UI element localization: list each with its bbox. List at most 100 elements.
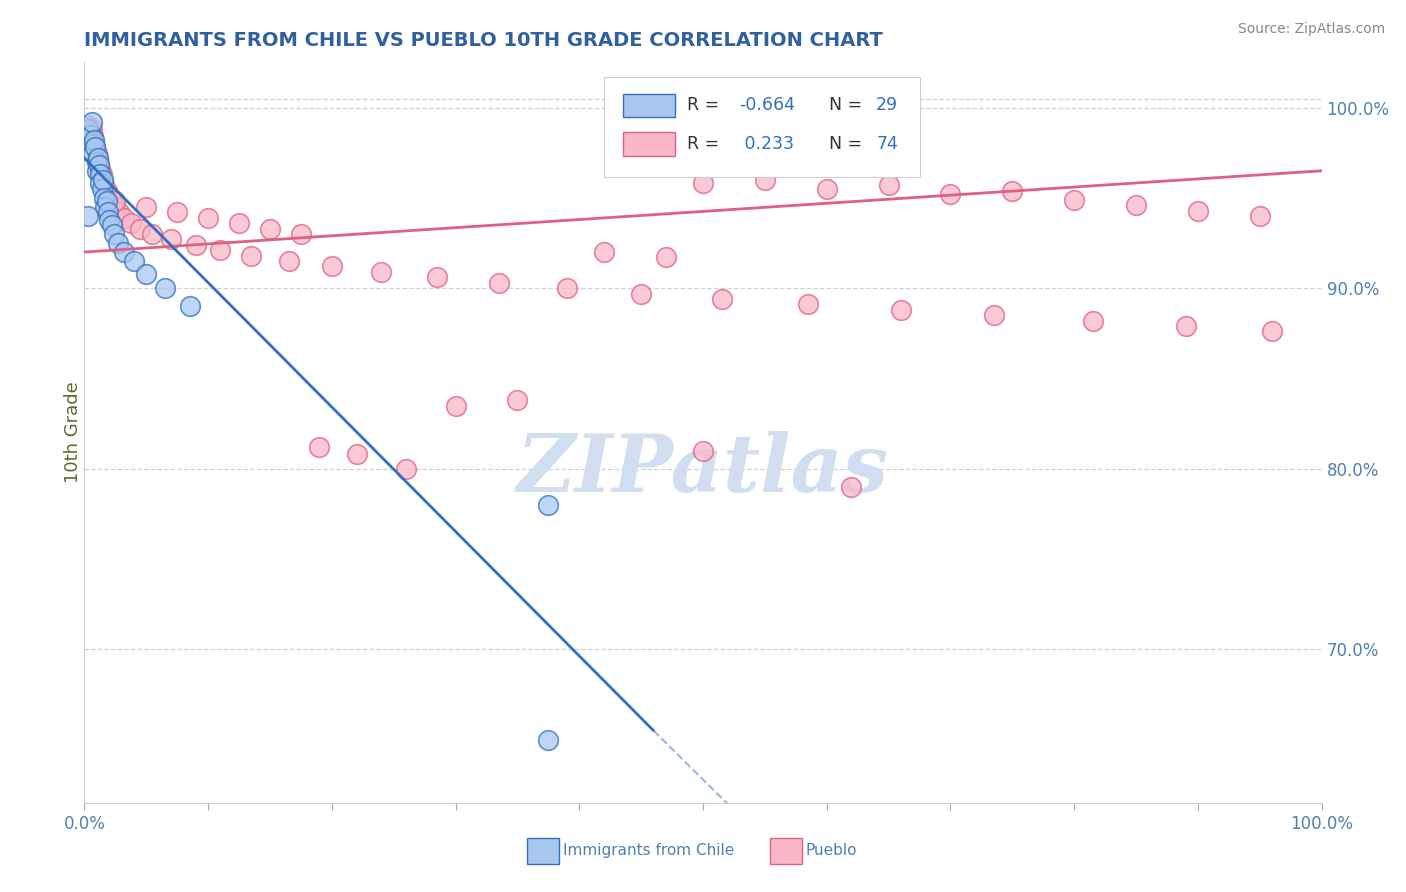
Point [112,245,135,260]
Text: Pueblo: Pueblo [806,844,858,858]
Point [97,205,120,219]
Point [93,178,115,193]
Point [346,447,368,461]
FancyBboxPatch shape [623,94,675,117]
Point [395,461,418,475]
Point [877,178,900,193]
Point [537,498,560,512]
Point [89,158,111,172]
FancyBboxPatch shape [770,838,801,863]
Point [209,244,232,258]
Point [160,232,183,246]
Point [655,251,678,265]
Text: 29: 29 [876,96,898,114]
Point [240,249,263,263]
Point [107,235,129,250]
Point [82,136,104,151]
Text: N =: N = [830,96,868,114]
Point [79,126,101,140]
Point [87,151,110,165]
Text: Immigrants from Chile: Immigrants from Chile [564,844,734,858]
Point [1174,319,1197,334]
Point [890,302,912,317]
Point [179,299,201,313]
Text: ZIPatlas: ZIPatlas [517,431,889,508]
Point [129,221,152,235]
Point [77,119,100,133]
Point [555,281,578,295]
Point [94,200,117,214]
Point [112,211,135,225]
FancyBboxPatch shape [605,78,920,178]
Point [692,443,714,458]
Point [82,145,104,160]
Point [1063,193,1085,207]
Point [153,281,176,295]
Point [1249,209,1271,223]
Text: IMMIGRANTS FROM CHILE VS PUEBLO 10TH GRADE CORRELATION CHART: IMMIGRANTS FROM CHILE VS PUEBLO 10TH GRA… [84,30,883,50]
Text: Source: ZipAtlas.com: Source: ZipAtlas.com [1237,22,1385,37]
Point [104,194,127,209]
Y-axis label: 10th Grade: 10th Grade [65,382,82,483]
Point [308,440,330,454]
Point [79,128,101,142]
Point [122,254,145,268]
Point [83,135,105,149]
Point [93,191,115,205]
Point [98,189,121,203]
Point [506,393,529,408]
FancyBboxPatch shape [623,132,675,156]
Point [80,115,103,129]
Point [197,211,219,225]
Point [593,245,616,260]
Point [370,265,392,279]
Point [91,173,114,187]
Point [103,227,125,241]
Point [277,254,299,268]
Point [80,122,103,136]
Point [184,237,207,252]
Point [83,133,105,147]
Point [91,173,114,187]
Point [630,286,652,301]
Text: 0.233: 0.233 [740,135,794,153]
Text: R =: R = [688,96,724,114]
Point [166,205,188,219]
Point [692,177,714,191]
Point [135,200,157,214]
Point [1125,198,1147,212]
Point [1081,313,1104,327]
Point [108,205,131,219]
Point [1261,325,1284,339]
Point [77,209,100,223]
Point [841,480,863,494]
Point [90,168,112,182]
Point [86,163,108,178]
Point [77,122,100,136]
Point [98,212,121,227]
Point [79,131,101,145]
Point [86,154,108,169]
Point [89,161,111,176]
Point [488,276,510,290]
Text: 74: 74 [876,135,898,153]
Point [228,216,250,230]
Point [89,168,111,182]
Text: R =: R = [688,135,724,153]
FancyBboxPatch shape [527,838,560,863]
Point [815,182,838,196]
Point [135,267,157,281]
Point [89,177,111,191]
Point [89,156,111,170]
Point [84,140,107,154]
Point [797,297,820,311]
Point [1187,203,1209,218]
Point [90,182,112,196]
Point [537,732,560,747]
Point [983,308,1005,322]
Point [87,151,110,165]
Text: -0.664: -0.664 [740,96,794,114]
Point [939,187,962,202]
Point [84,140,107,154]
Point [426,270,449,285]
